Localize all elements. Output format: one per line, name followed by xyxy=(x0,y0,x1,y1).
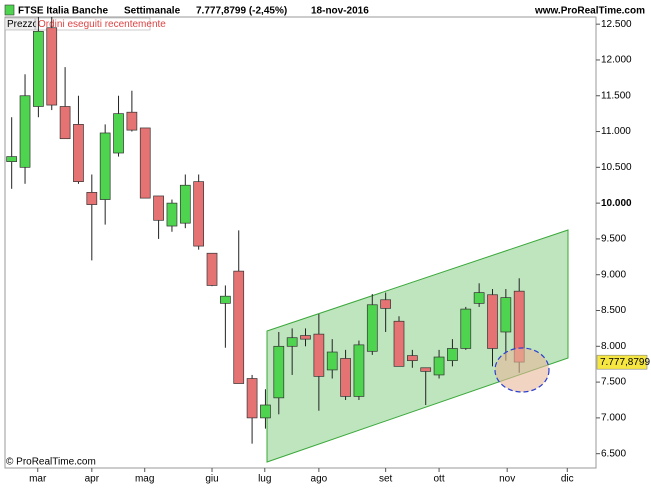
candle-down xyxy=(393,320,405,367)
candle-up xyxy=(166,202,178,227)
candle-up xyxy=(179,184,191,224)
candle-up xyxy=(220,295,231,304)
y-tick-label: 10.500 xyxy=(601,162,632,173)
logo-icon xyxy=(4,4,15,16)
candle-down xyxy=(420,367,432,372)
candle-down xyxy=(139,127,151,199)
x-tick-label: mag xyxy=(135,474,154,485)
last-price-label: 7.777,8799 xyxy=(600,357,650,368)
x-tick-label: ago xyxy=(311,474,328,485)
candle-down xyxy=(487,294,498,349)
site: www.ProRealTime.com xyxy=(534,6,645,17)
x-tick-label: dic xyxy=(561,474,574,485)
tab-label[interactable]: Ordini eseguiti recentemente xyxy=(38,19,166,30)
y-tick-label: 10.000 xyxy=(601,198,632,209)
candle-up xyxy=(286,337,298,347)
y-tick-label: 7.500 xyxy=(601,377,626,388)
date: 18-nov-2016 xyxy=(311,6,369,17)
plot-frame xyxy=(4,16,597,469)
instrument: FTSE Italia Banche xyxy=(18,6,108,17)
candle-down xyxy=(73,124,84,183)
y-tick-label: 12.000 xyxy=(601,55,632,66)
candle-down xyxy=(206,252,218,286)
x-tick-label: giu xyxy=(205,474,218,485)
highlight-circle xyxy=(494,347,550,393)
candle-down xyxy=(380,299,391,309)
y-tick-label: 12.500 xyxy=(601,19,632,30)
candle-down xyxy=(86,192,98,205)
candle-down xyxy=(340,358,351,397)
x-tick-label: set xyxy=(379,474,393,485)
candle-down xyxy=(59,106,71,140)
tab-label[interactable]: Prezzo xyxy=(7,19,39,30)
candle-up xyxy=(473,292,485,304)
candle-down xyxy=(193,181,205,247)
candle-down xyxy=(46,27,58,106)
candle-up xyxy=(33,30,44,107)
x-tick-label: nov xyxy=(499,474,515,485)
candle-up xyxy=(447,348,458,361)
candle-up xyxy=(460,308,472,349)
candle-up xyxy=(113,113,124,154)
y-tick-label: 11.000 xyxy=(601,126,631,137)
trend-channel xyxy=(266,229,569,463)
y-tick-label: 9.000 xyxy=(601,269,626,280)
candle-down xyxy=(126,111,138,131)
y-tick-label: 9.500 xyxy=(601,234,626,245)
candle-down xyxy=(300,335,311,340)
y-tick-label: 8.500 xyxy=(601,305,626,316)
x-tick-label: ott xyxy=(434,474,445,485)
y-tick-label: 6.500 xyxy=(601,448,626,459)
candle-down xyxy=(153,195,164,221)
candle-down xyxy=(313,333,325,377)
candle-up xyxy=(353,344,365,397)
y-tick-label: 8.000 xyxy=(601,341,626,352)
x-tick-label: apr xyxy=(85,474,100,485)
x-tick-label: mar xyxy=(29,474,47,485)
candle-down xyxy=(407,355,418,361)
candle-up xyxy=(19,95,31,168)
candle-up xyxy=(260,404,271,419)
candle-up xyxy=(433,356,445,376)
candle-up xyxy=(6,156,18,162)
candle-up xyxy=(500,297,512,333)
y-tick-label: 11.500 xyxy=(601,90,631,101)
footer: © ProRealTime.com xyxy=(6,457,96,468)
x-tick-label: lug xyxy=(258,474,271,485)
last-price-box xyxy=(596,354,648,370)
tab[interactable] xyxy=(35,17,151,31)
y-tick-label: 7.000 xyxy=(601,413,626,424)
candle-down xyxy=(246,378,258,419)
period: Settimanale xyxy=(124,6,181,17)
candle-down xyxy=(233,270,245,384)
candle-up xyxy=(326,351,338,371)
tab[interactable] xyxy=(4,17,36,31)
quote: 7.777,8799 (-2,45%) xyxy=(196,6,287,17)
candle-up xyxy=(99,132,111,200)
candle-up xyxy=(366,304,378,352)
candle-up xyxy=(273,345,285,399)
